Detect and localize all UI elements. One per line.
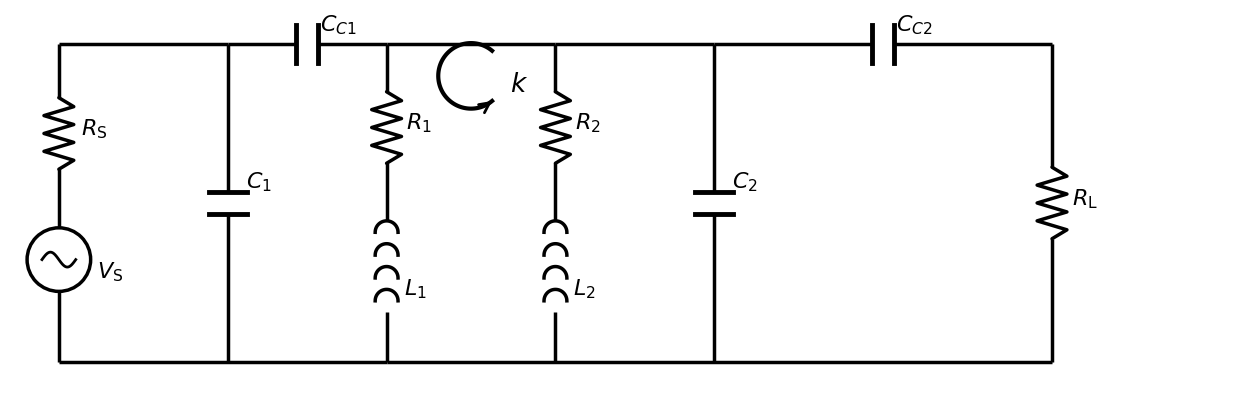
Text: $k$: $k$ [510,72,528,97]
Text: $L_1$: $L_1$ [404,277,428,301]
Text: $L_2$: $L_2$ [573,277,596,301]
Text: $C_{C1}$: $C_{C1}$ [320,13,357,37]
Text: $R_1$: $R_1$ [407,111,433,135]
Text: $R_{\mathrm{S}}$: $R_{\mathrm{S}}$ [81,117,107,141]
Text: $R_{\mathrm{L}}$: $R_{\mathrm{L}}$ [1071,187,1097,210]
Text: $C_1$: $C_1$ [246,170,272,194]
Text: $R_2$: $R_2$ [575,111,601,135]
Text: $C_{C2}$: $C_{C2}$ [897,13,932,37]
Text: $V_{\mathrm{S}}$: $V_{\mathrm{S}}$ [97,260,123,283]
Text: $C_2$: $C_2$ [733,170,758,194]
